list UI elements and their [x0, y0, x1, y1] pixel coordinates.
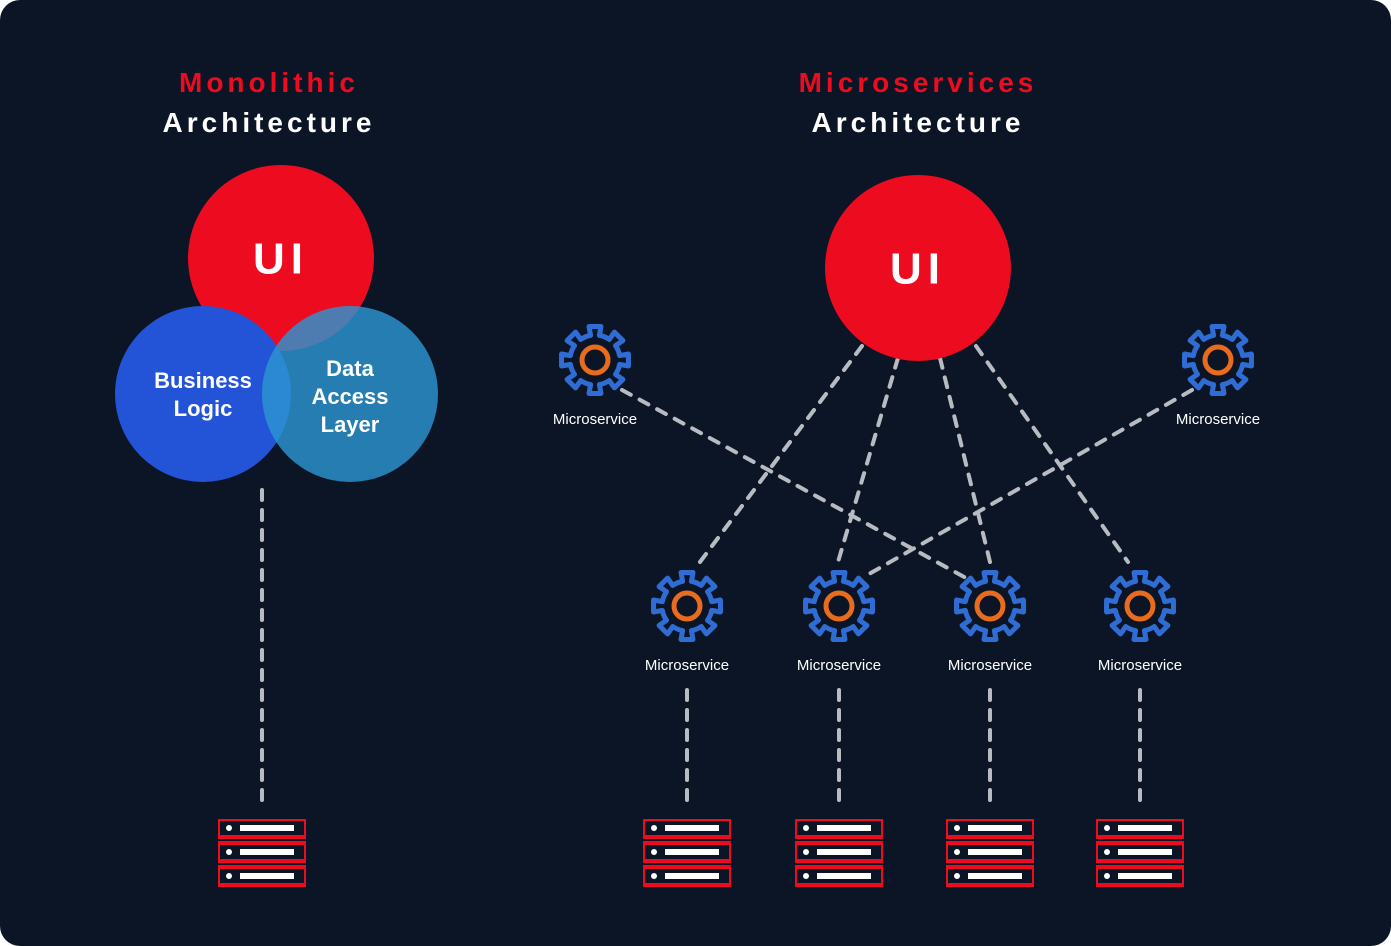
bottom-gear-label-2: Microservice [948, 657, 1032, 674]
top-gear-label-1: Microservice [1176, 411, 1260, 428]
top-gear-label-0: Microservice [553, 411, 637, 428]
dal-label-2: Access [311, 384, 388, 409]
business-logic-label-2: Logic [174, 396, 233, 421]
business-logic-label-1: Business [154, 368, 252, 393]
bottom-gear-label-3: Microservice [1098, 657, 1182, 674]
microservices-title-line2: Architecture [812, 107, 1025, 138]
bottom-gear-label-1: Microservice [797, 657, 881, 674]
microservice-server-icon-3 [1096, 819, 1184, 885]
dal-label-1: Data [326, 356, 374, 381]
dal-label-3: Layer [321, 412, 380, 437]
monolithic-title-line2: Architecture [163, 107, 376, 138]
monolithic-title-line1: Monolithic [179, 67, 359, 98]
bottom-gear-label-0: Microservice [645, 657, 729, 674]
microservice-server-icon-0 [643, 819, 731, 885]
microservices-ui-label: UI [890, 245, 946, 294]
microservice-server-icon-1 [795, 819, 883, 885]
microservice-server-icon-2 [946, 819, 1034, 885]
monolithic-server-icon [218, 819, 306, 885]
microservices-title-line1: Microservices [799, 67, 1038, 98]
monolithic-ui-label: UI [253, 235, 309, 284]
